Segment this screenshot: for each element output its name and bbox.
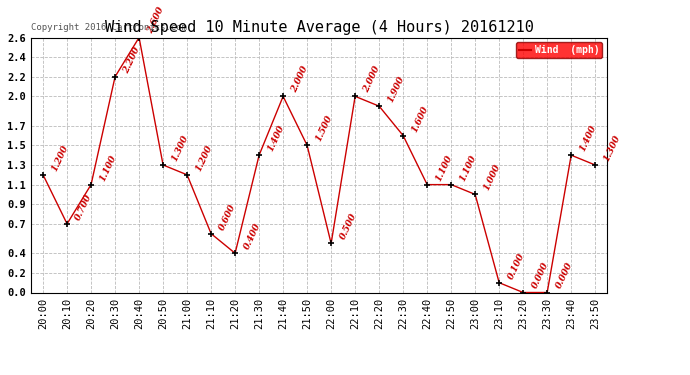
Text: 1.100: 1.100 <box>98 153 118 183</box>
Text: 0.500: 0.500 <box>338 212 358 241</box>
Text: 0.700: 0.700 <box>74 192 94 222</box>
Legend: Wind  (mph): Wind (mph) <box>516 42 602 58</box>
Title: Wind Speed 10 Minute Average (4 Hours) 20161210: Wind Speed 10 Minute Average (4 Hours) 2… <box>105 20 533 35</box>
Text: 1.400: 1.400 <box>578 124 598 153</box>
Text: Copyright 2016 Cartronics.com: Copyright 2016 Cartronics.com <box>31 23 187 32</box>
Text: 0.100: 0.100 <box>506 251 526 280</box>
Text: 1.300: 1.300 <box>602 134 622 163</box>
Text: 1.400: 1.400 <box>266 124 286 153</box>
Text: 1.200: 1.200 <box>50 143 70 172</box>
Text: 2.000: 2.000 <box>290 65 310 94</box>
Text: 2.600: 2.600 <box>146 6 166 35</box>
Text: 1.000: 1.000 <box>482 163 502 192</box>
Text: 1.900: 1.900 <box>386 75 406 104</box>
Text: 0.000: 0.000 <box>554 261 574 290</box>
Text: 1.500: 1.500 <box>314 114 334 143</box>
Text: 1.100: 1.100 <box>434 153 454 183</box>
Text: 2.000: 2.000 <box>362 65 382 94</box>
Text: 2.200: 2.200 <box>122 45 142 75</box>
Text: 1.600: 1.600 <box>410 104 430 134</box>
Text: 1.200: 1.200 <box>194 143 214 172</box>
Text: 0.400: 0.400 <box>242 222 262 251</box>
Text: 0.000: 0.000 <box>530 261 550 290</box>
Text: 0.600: 0.600 <box>218 202 238 231</box>
Text: 1.300: 1.300 <box>170 134 190 163</box>
Text: 1.100: 1.100 <box>458 153 478 183</box>
